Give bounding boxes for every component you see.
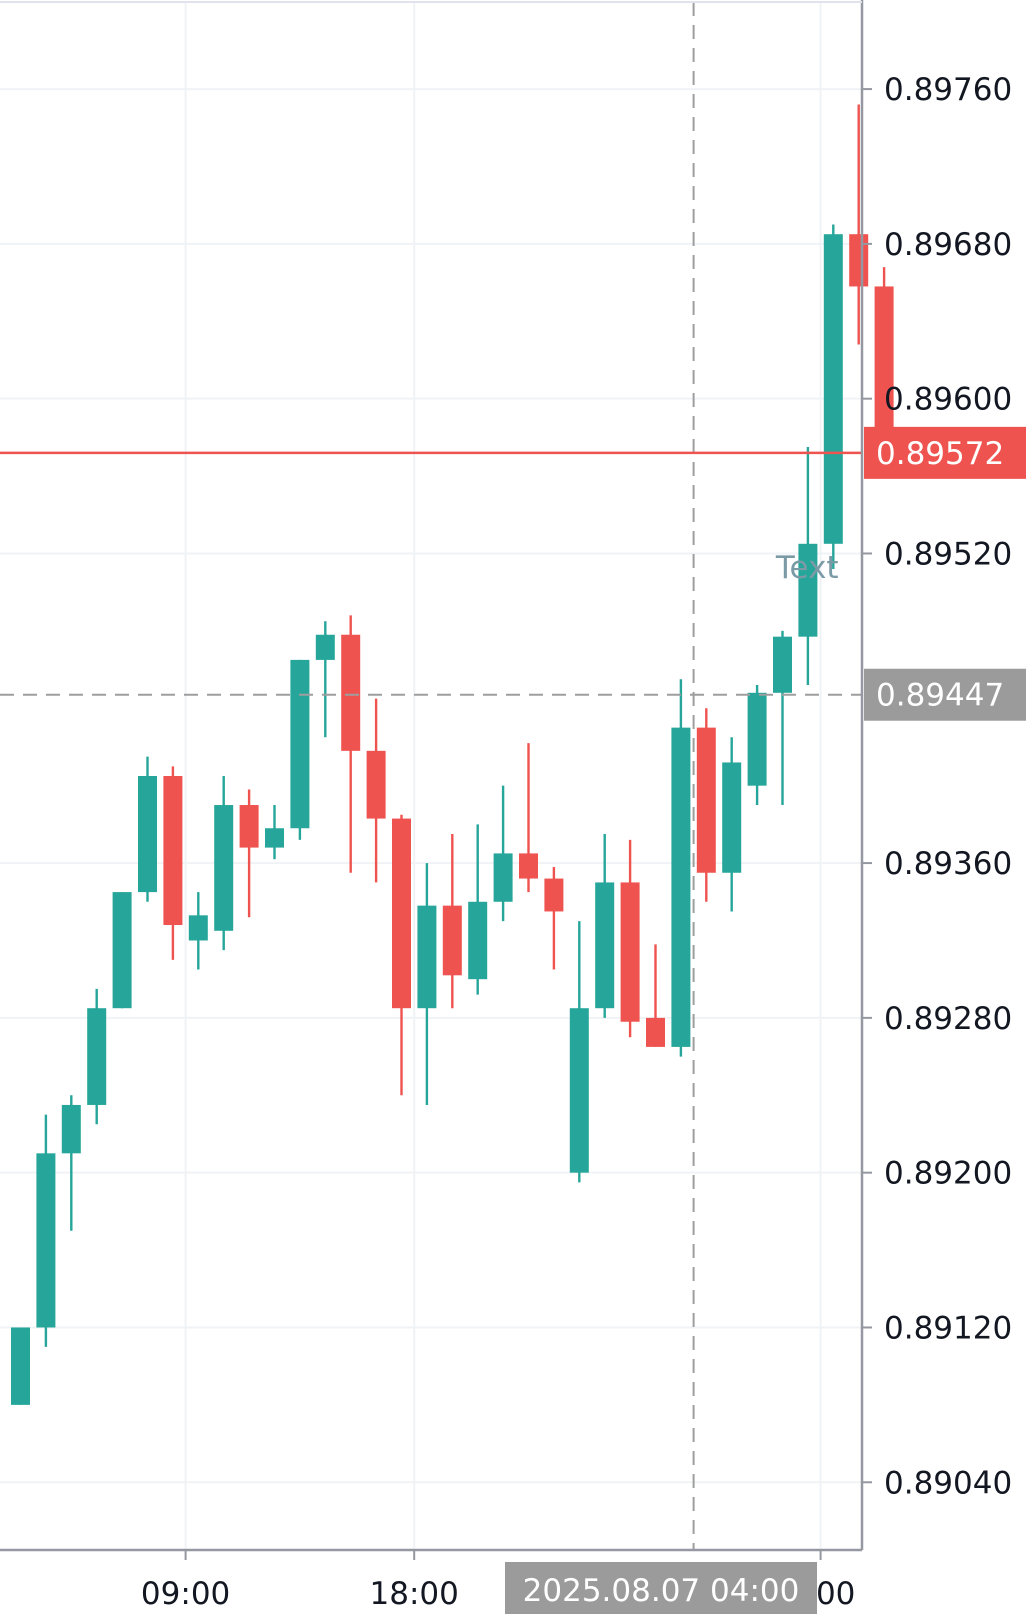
x-tick-label: 18:00 <box>370 1576 459 1612</box>
candle-body <box>493 853 513 902</box>
candle[interactable] <box>773 630 792 806</box>
y-tick-label: 0.89120 <box>884 1310 1012 1346</box>
candle-body <box>798 543 818 637</box>
candle-body <box>61 1104 81 1154</box>
candle-body <box>442 905 462 976</box>
candle-body <box>722 762 742 873</box>
candle-body <box>519 853 538 879</box>
y-tick-label: 0.89760 <box>884 72 1012 108</box>
candle-body <box>341 634 361 751</box>
x-tick-label: 09:00 <box>141 1576 230 1612</box>
candle[interactable] <box>315 621 335 738</box>
candle[interactable] <box>366 698 386 883</box>
candle[interactable] <box>671 679 691 1057</box>
y-tick-label: 0.89360 <box>884 846 1012 882</box>
crosshair-price-tag-label: 0.89447 <box>876 678 1004 714</box>
candle[interactable] <box>341 615 361 873</box>
candles-layer[interactable] <box>11 104 894 1405</box>
candle[interactable] <box>646 944 665 1047</box>
candle[interactable] <box>87 988 107 1125</box>
crosshair-date-tag <box>505 1562 817 1614</box>
candle-body <box>315 634 335 660</box>
crosshair-date-tag-label: 2025.08.07 04:00 <box>523 1573 800 1609</box>
candle[interactable] <box>163 766 183 960</box>
overlay-layer: Text <box>0 2 862 1550</box>
candle-body <box>696 727 716 873</box>
candle-body <box>112 892 132 1009</box>
vertical-grid <box>184 2 822 1550</box>
candle[interactable] <box>138 756 157 902</box>
candle-body <box>214 805 234 931</box>
current-price-tag-label: 0.89572 <box>876 436 1004 472</box>
candle[interactable] <box>747 685 767 806</box>
candle[interactable] <box>849 104 869 345</box>
candle[interactable] <box>620 839 640 1038</box>
candle-body <box>823 234 843 544</box>
candle-body <box>188 915 208 941</box>
candle[interactable] <box>493 785 513 922</box>
candle-body <box>849 234 869 287</box>
candle[interactable] <box>239 789 259 918</box>
crosshair-price-tag <box>864 668 1026 721</box>
candle[interactable] <box>214 776 234 951</box>
candle-body <box>620 882 640 1022</box>
candle-body <box>11 1327 30 1405</box>
candle[interactable] <box>798 447 818 686</box>
candle-body <box>569 1008 589 1173</box>
candle[interactable] <box>468 824 488 995</box>
labels-layer: 0.89760 0.89680 0.89600 0.89520 0.89360 0.892… <box>141 72 1026 1614</box>
y-tick-label: 0.89280 <box>884 1001 1012 1037</box>
candle[interactable] <box>569 921 589 1183</box>
candle-body <box>138 776 157 893</box>
candle[interactable] <box>595 834 615 1018</box>
candle-body <box>392 818 411 1009</box>
candle-body <box>468 901 488 980</box>
candle[interactable] <box>290 659 310 840</box>
candle[interactable] <box>519 743 538 893</box>
candle[interactable] <box>442 834 462 1009</box>
candle[interactable] <box>11 1327 30 1405</box>
y-tick-label: 0.89200 <box>884 1156 1012 1192</box>
candle-body <box>874 286 894 453</box>
y-tick-label: 0.89680 <box>884 227 1012 263</box>
candle-body <box>366 750 386 819</box>
candle-body <box>773 636 792 693</box>
candle[interactable] <box>544 866 564 970</box>
candle-body <box>163 776 183 925</box>
candle-body <box>747 692 767 786</box>
current-price-tag <box>864 426 1026 479</box>
candle[interactable] <box>188 892 208 970</box>
candle[interactable] <box>112 892 132 1009</box>
y-tick-label: 0.89600 <box>884 382 1012 418</box>
candle[interactable] <box>823 224 843 569</box>
candle-body <box>36 1153 56 1328</box>
candle[interactable] <box>874 267 894 457</box>
candle-body <box>265 828 284 848</box>
y-tick-label: 0.89040 <box>884 1465 1012 1501</box>
candle-body <box>646 1017 665 1047</box>
candle[interactable] <box>417 863 437 1105</box>
candle[interactable] <box>392 814 411 1096</box>
candle-body <box>87 1008 107 1105</box>
candle-body <box>595 882 615 1009</box>
candle[interactable] <box>61 1095 81 1231</box>
candle-body <box>671 727 691 1047</box>
candle[interactable] <box>265 805 284 860</box>
y-tick-label: 0.89520 <box>884 536 1012 572</box>
candle[interactable] <box>36 1114 56 1347</box>
candle-body <box>290 659 310 829</box>
candle-body <box>417 905 437 1009</box>
candle[interactable] <box>722 737 742 912</box>
axes-layer <box>0 0 872 1560</box>
candle[interactable] <box>696 708 716 902</box>
candle-body <box>544 878 564 912</box>
annotation-text[interactable]: Text <box>775 550 839 586</box>
candle-body <box>239 805 259 848</box>
